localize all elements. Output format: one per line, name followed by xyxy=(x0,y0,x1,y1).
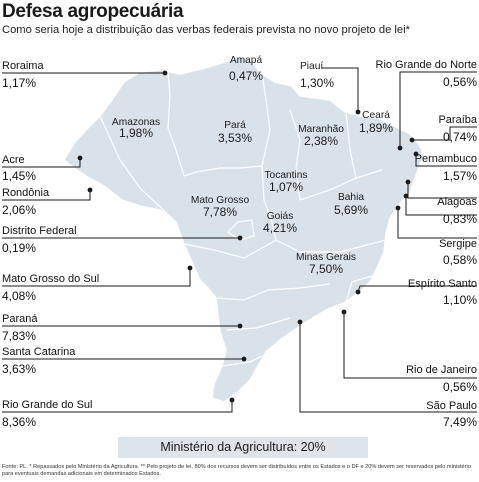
ministry-share-box: Ministério da Agricultura: 20% xyxy=(118,437,368,458)
state-label-tocantins: Tocantins xyxy=(264,170,308,181)
state-label-goias: Goiás xyxy=(266,211,294,222)
page-title: Defesa agropecuária xyxy=(2,1,184,22)
state-label-sp: São Paulo xyxy=(426,400,477,412)
state-value-amazonas: 1,98% xyxy=(118,126,154,140)
state-value-ceara: 1,89% xyxy=(358,121,394,135)
state-label-maranhao: Maranhão xyxy=(298,124,344,135)
state-value-paraiba: 0,74% xyxy=(442,130,477,144)
state-label-roraima: Roraima xyxy=(2,60,44,72)
state-borders xyxy=(99,71,387,367)
state-label-acre: Acre xyxy=(2,154,25,166)
state-label-piaui: Piauí xyxy=(300,61,324,72)
state-value-amapa: 0,47% xyxy=(228,69,264,83)
brazil-silhouette xyxy=(63,55,425,403)
state-value-mg: 7,50% xyxy=(308,262,344,276)
state-value-rondonia: 2,06% xyxy=(2,203,37,217)
state-value-mt: 7,78% xyxy=(202,205,238,219)
state-value-pernambuco: 1,57% xyxy=(442,169,477,183)
state-value-sp: 7,49% xyxy=(442,415,477,429)
state-label-mt: Mato Grosso xyxy=(190,195,250,206)
state-value-df: 0,19% xyxy=(2,241,37,255)
state-label-df: Distrito Federal xyxy=(2,225,77,237)
state-value-rj: 0,56% xyxy=(442,380,477,394)
leader-dots xyxy=(77,70,419,403)
state-value-sergipe: 0,58% xyxy=(442,253,477,267)
state-value-goias: 4,21% xyxy=(262,221,298,235)
state-value-parana: 7,83% xyxy=(2,329,37,343)
state-value-sc: 3,63% xyxy=(2,362,37,376)
state-label-paraiba: Paraíba xyxy=(438,114,477,126)
state-value-para: 3,53% xyxy=(217,131,253,145)
state-label-rondonia: Rondônia xyxy=(2,187,50,199)
state-label-rj: Rio de Janeiro xyxy=(406,364,477,376)
state-label-alagoas: Alagoas xyxy=(437,196,477,208)
state-value-acre: 1,45% xyxy=(2,169,37,183)
page-subtitle: Como seria hoje a distribuição das verba… xyxy=(2,24,410,36)
state-label-ms: Mato Grosso do Sul xyxy=(2,273,100,285)
footnote: Fonte: PL. * Repassados pelo Ministério … xyxy=(2,464,471,477)
state-label-pernambuco: Pernambuco xyxy=(414,153,477,165)
state-label-ceara: Ceará xyxy=(362,110,390,121)
state-value-alagoas: 0,83% xyxy=(442,212,477,226)
state-label-bahia: Bahia xyxy=(337,192,365,203)
state-value-piaui: 1,30% xyxy=(300,76,335,90)
state-value-ms: 4,08% xyxy=(2,289,37,303)
state-label-rn: Rio Grande do Norte xyxy=(375,59,478,71)
state-label-sergipe: Sergipe xyxy=(439,238,477,250)
state-value-roraima: 1,17% xyxy=(2,76,37,90)
state-value-rs: 8,36% xyxy=(2,415,37,429)
state-label-parana: Paraná xyxy=(2,313,38,325)
state-value-es: 1,10% xyxy=(442,293,477,307)
state-value-bahia: 5,69% xyxy=(333,203,369,217)
state-label-sc: Santa Catarina xyxy=(2,346,76,358)
state-label-amapa: Amapá xyxy=(229,55,263,66)
state-value-maranhao: 2,38% xyxy=(303,134,339,148)
leader-lines xyxy=(2,67,477,413)
state-label-mg: Minas Gerais xyxy=(296,252,357,263)
state-label-es: Espírito Santo xyxy=(407,278,477,290)
state-value-rn: 0,56% xyxy=(442,75,477,89)
state-value-tocantins: 1,07% xyxy=(268,180,304,194)
state-label-amazonas: Amazonas xyxy=(111,117,161,128)
state-label-para: Pará xyxy=(224,120,246,131)
state-label-rs: Rio Grande do Sul xyxy=(2,399,93,411)
